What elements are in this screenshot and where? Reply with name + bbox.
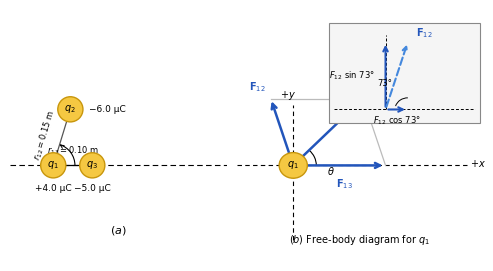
Text: $F_{12}$ sin 73°: $F_{12}$ sin 73° — [329, 69, 375, 82]
Text: −6.0 μC: −6.0 μC — [89, 105, 126, 114]
Text: $(a)$: $(a)$ — [110, 224, 127, 237]
Circle shape — [58, 97, 83, 122]
Text: $r_{13} = 0.10$ m: $r_{13} = 0.10$ m — [47, 144, 99, 157]
Text: $\mathbf{F}_{12}$: $\mathbf{F}_{12}$ — [249, 80, 266, 94]
Circle shape — [279, 153, 307, 178]
Text: $\mathbf{F}$: $\mathbf{F}$ — [368, 84, 376, 96]
Text: 73°: 73° — [85, 163, 101, 172]
FancyBboxPatch shape — [329, 23, 480, 124]
Text: −5.0 μC: −5.0 μC — [74, 184, 110, 193]
Circle shape — [40, 153, 66, 178]
Text: 73°: 73° — [377, 79, 392, 88]
Text: $q_1$: $q_1$ — [287, 159, 299, 172]
Text: $q_2$: $q_2$ — [65, 103, 76, 115]
Text: +$y$: +$y$ — [280, 89, 296, 102]
Circle shape — [80, 153, 105, 178]
Text: $r_{12} = 0.15$ m: $r_{12} = 0.15$ m — [32, 109, 59, 162]
Text: $\theta$: $\theta$ — [326, 165, 334, 177]
Text: $\mathbf{F}_{13}$: $\mathbf{F}_{13}$ — [336, 177, 352, 191]
Text: +4.0 μC: +4.0 μC — [35, 184, 71, 193]
Text: $\mathbf{F}_{12}$: $\mathbf{F}_{12}$ — [416, 26, 432, 40]
Text: $F_{12}$ cos 73°: $F_{12}$ cos 73° — [373, 114, 421, 127]
Text: $q_1$: $q_1$ — [47, 159, 59, 171]
Text: $q_3$: $q_3$ — [86, 159, 98, 171]
Text: $(b)$ Free-body diagram for $q_1$: $(b)$ Free-body diagram for $q_1$ — [289, 233, 430, 247]
Text: +$x$: +$x$ — [470, 158, 486, 169]
